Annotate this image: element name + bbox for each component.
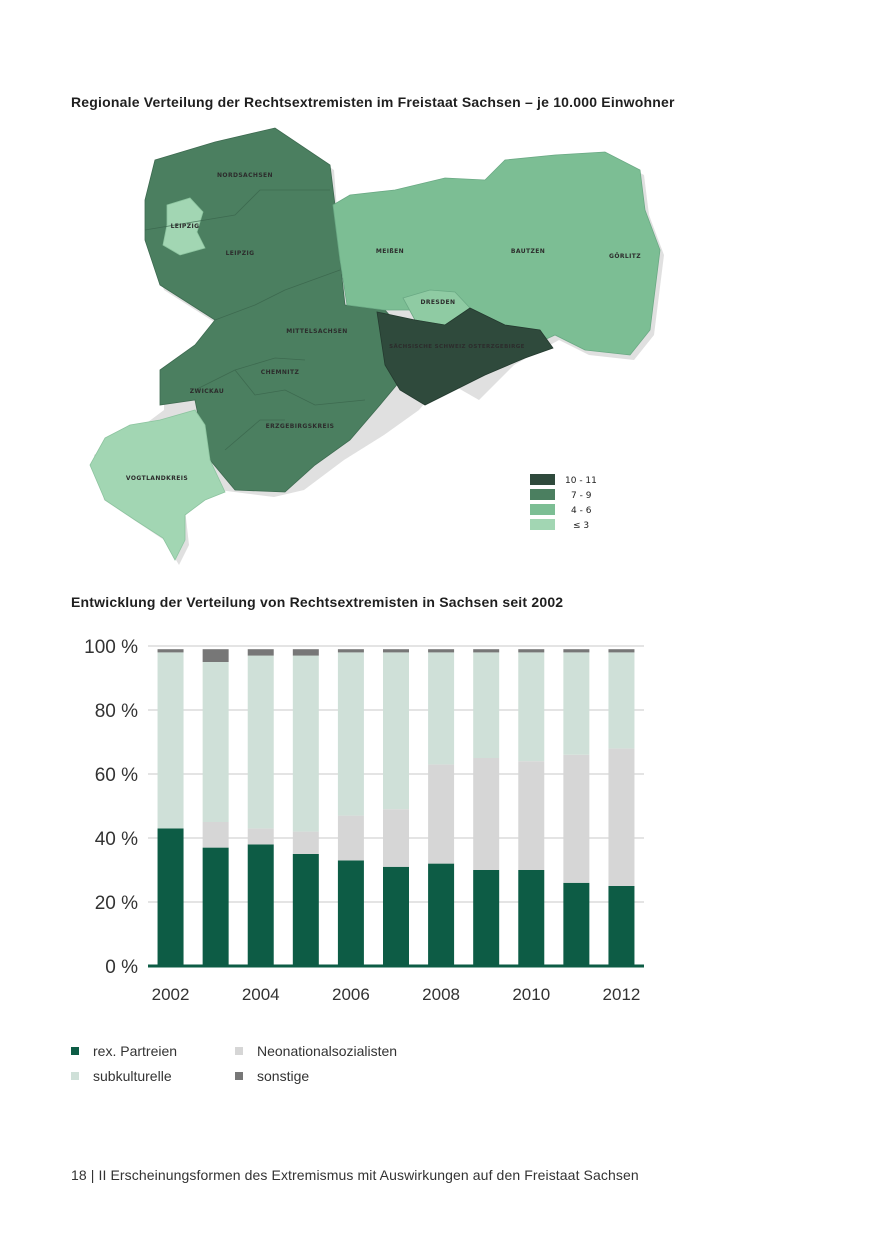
legend-label: Neonationalsozialisten	[257, 1043, 398, 1059]
bar-segment	[337, 860, 364, 966]
map-legend-swatch-1	[530, 489, 555, 500]
bar-segment	[518, 870, 545, 966]
bar-segment	[608, 649, 635, 653]
bar-segment	[383, 866, 409, 966]
label-zwickau: ZWICKAU	[190, 388, 224, 395]
stacked-bar-chart: 0 % 20 % 40 % 60 % 80 % 100 % 2002 2004 2006 2008…	[84, 637, 644, 1004]
map-legend-label-0: 10 - 11	[565, 476, 597, 486]
label-goerlitz: GÖRLITZ	[609, 253, 641, 260]
bar-segment	[247, 655, 274, 829]
label-erzgebirgskreis: ERZGEBIRGSKREIS	[266, 423, 335, 430]
saxony-map: NORDSACHSEN LEIPZIG LEIPZIG MEIßEN BAUTZ…	[89, 127, 664, 565]
bar-segment	[428, 652, 455, 765]
y-tick-label: 20 %	[95, 893, 138, 914]
region-vogtland	[89, 409, 226, 561]
label-nordsachsen: NORDSACHSEN	[217, 172, 273, 179]
bar-segment	[292, 655, 319, 832]
bar-segment	[608, 886, 635, 966]
label-meissen: MEIßEN	[376, 248, 404, 255]
bar-segment	[157, 649, 184, 653]
bar-segment	[292, 649, 319, 656]
x-tick-label: 2002	[152, 985, 190, 1004]
region-leipzig-city	[162, 197, 206, 256]
chart-legend: rex. Partreien Neonationalsozialisten su…	[71, 1043, 491, 1093]
legend-label: subkulturelle	[93, 1068, 172, 1084]
map-legend-swatch-3	[530, 519, 555, 530]
bar-segment	[157, 828, 184, 966]
legend-item-neonationalsozialisten: Neonationalsozialisten	[235, 1043, 397, 1059]
x-tick-label: 2010	[512, 985, 550, 1004]
y-tick-label: 100 %	[84, 637, 138, 658]
bar-segment	[337, 815, 364, 861]
bar-segment	[383, 649, 409, 653]
bar-segment	[518, 761, 545, 870]
page-footer: 18 | II Erscheinungsformen des Extremism…	[71, 1167, 639, 1183]
bar-segment	[292, 831, 319, 854]
legend-item-sonstige: sonstige	[235, 1068, 309, 1084]
label-vogtlandkreis: VOGTLANDKREIS	[126, 475, 188, 482]
legend-swatch	[71, 1047, 79, 1055]
bar-segment	[563, 649, 590, 653]
bar-segment	[428, 764, 455, 864]
legend-swatch	[235, 1047, 243, 1055]
label-leipzig: LEIPZIG	[226, 250, 255, 257]
bar-segment	[383, 809, 409, 867]
bar-segment	[473, 758, 500, 870]
map-legend-label-2: 4 - 6	[571, 506, 592, 516]
bar-segment	[563, 754, 590, 883]
map-legend-label-3: ≤ 3	[573, 521, 589, 531]
label-leipzig-city: LEIPZIG	[171, 223, 200, 230]
legend-item-rex-parteien: rex. Partreien	[71, 1043, 177, 1059]
bar-segment	[247, 649, 274, 656]
x-tick-label: 2006	[332, 985, 370, 1004]
bar-segment	[337, 649, 364, 653]
legend-item-subkulturelle: subkulturelle	[71, 1068, 172, 1084]
map-title: Regionale Verteilung der Rechtsextremist…	[71, 94, 675, 110]
bar-segment	[563, 882, 590, 966]
region-saechsische-schweiz	[376, 307, 554, 406]
bar-segment	[202, 822, 229, 848]
map-legend: 10 - 11 7 - 9 4 - 6 ≤ 3	[530, 474, 597, 531]
x-tick-label: 2004	[242, 985, 280, 1004]
bar-segment	[292, 854, 319, 966]
bar-segment	[428, 649, 455, 653]
bar-segment	[428, 863, 455, 966]
x-tick-label: 2008	[422, 985, 460, 1004]
legend-swatch	[235, 1072, 243, 1080]
bar-segment	[383, 652, 409, 810]
map-legend-swatch-0	[530, 474, 555, 485]
map-legend-swatch-2	[530, 504, 555, 515]
y-tick-label: 40 %	[95, 829, 138, 850]
bar-segment	[473, 870, 500, 966]
bar-segment	[202, 662, 229, 822]
legend-swatch	[71, 1072, 79, 1080]
bar-segment	[518, 652, 545, 762]
bar-segment	[563, 652, 590, 755]
y-tick-label: 0 %	[105, 957, 138, 978]
y-tick-label: 60 %	[95, 765, 138, 786]
bar-segment	[608, 652, 635, 749]
label-mittelsachsen: MITTELSACHSEN	[286, 328, 347, 335]
bar-segment	[473, 649, 500, 653]
x-tick-label: 2012	[603, 985, 641, 1004]
label-chemnitz: CHEMNITZ	[261, 369, 300, 376]
label-bautzen: BAUTZEN	[511, 248, 545, 255]
legend-label: rex. Partreien	[93, 1043, 178, 1059]
bar-segment	[247, 844, 274, 966]
bar-segment	[337, 652, 364, 816]
chart-title: Entwicklung der Verteilung von Rechtsext…	[71, 594, 564, 610]
y-tick-label: 80 %	[95, 701, 138, 722]
bar-segment	[608, 748, 635, 886]
label-saechsische-schweiz: SÄCHSISCHE SCHWEIZ OSTERZGEBIRGE	[389, 343, 525, 350]
legend-label: sonstige	[257, 1068, 310, 1084]
bar-segment	[473, 652, 500, 758]
label-dresden: DRESDEN	[421, 299, 456, 306]
bar-segment	[202, 649, 229, 662]
bar-segment	[202, 847, 229, 966]
bar-segment	[518, 649, 545, 653]
bar-segment	[247, 828, 274, 845]
bar-segment	[157, 652, 184, 829]
map-legend-label-1: 7 - 9	[571, 491, 592, 501]
